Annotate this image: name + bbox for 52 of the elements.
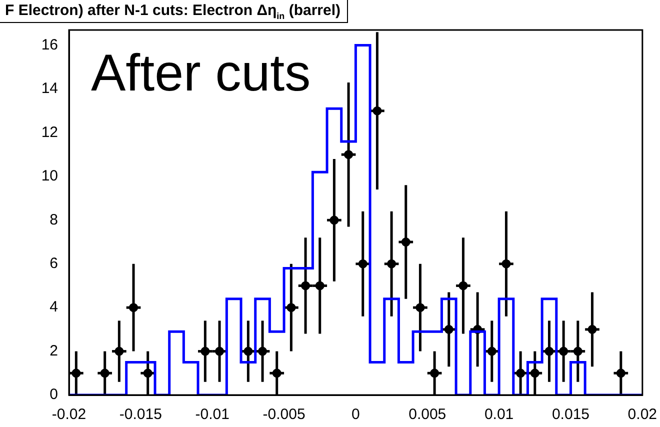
y-tick-label: 14 <box>41 80 58 98</box>
point <box>559 346 568 356</box>
x-tick-label: -0.01 <box>195 406 230 424</box>
point <box>387 259 396 268</box>
point <box>272 368 282 378</box>
point <box>588 324 597 334</box>
annotation: After cuts <box>91 44 311 102</box>
x-tick-label: -0.015 <box>119 406 162 424</box>
point <box>344 150 354 160</box>
point <box>114 346 124 356</box>
y-tick-label: 6 <box>50 255 58 272</box>
point <box>143 368 152 378</box>
point <box>100 368 110 378</box>
x-tick-label: 0.02 <box>628 406 658 424</box>
y-tick-label: 8 <box>50 211 58 228</box>
y-tick-label: 10 <box>41 168 58 185</box>
x-tick-label: 0 <box>352 406 360 424</box>
point <box>544 346 554 356</box>
point <box>372 106 382 116</box>
point <box>72 368 81 378</box>
point <box>573 346 582 356</box>
y-tick-label: 2 <box>50 342 58 360</box>
point <box>244 346 253 356</box>
y-tick-label: 0 <box>50 386 58 404</box>
point <box>200 346 210 356</box>
y-tick-label: 12 <box>41 124 58 141</box>
point <box>458 281 468 290</box>
point <box>358 259 368 268</box>
point <box>258 346 268 356</box>
point <box>401 238 410 247</box>
point <box>616 368 626 378</box>
y-tick-label: 4 <box>50 298 58 316</box>
x-tick-label: -0.005 <box>262 406 306 424</box>
point <box>530 368 540 378</box>
point <box>444 324 454 334</box>
x-tick-label: 0.015 <box>552 406 590 424</box>
x-tick-label: -0.02 <box>52 406 86 424</box>
point <box>330 216 339 225</box>
x-tick-label: 0.005 <box>408 406 446 424</box>
point <box>215 346 224 356</box>
point <box>301 281 310 290</box>
point <box>416 303 425 312</box>
chart-title: F Electron) after N-1 cuts: Electron Δη$_{in}$ (barrel) <box>0 0 348 23</box>
point <box>315 281 324 290</box>
point <box>286 303 296 312</box>
point <box>502 259 511 268</box>
point <box>516 368 526 378</box>
point <box>129 303 138 312</box>
x-tick-label: 0.01 <box>484 406 514 424</box>
point <box>430 368 440 378</box>
y-tick-label: 16 <box>41 36 58 54</box>
point <box>487 346 496 356</box>
